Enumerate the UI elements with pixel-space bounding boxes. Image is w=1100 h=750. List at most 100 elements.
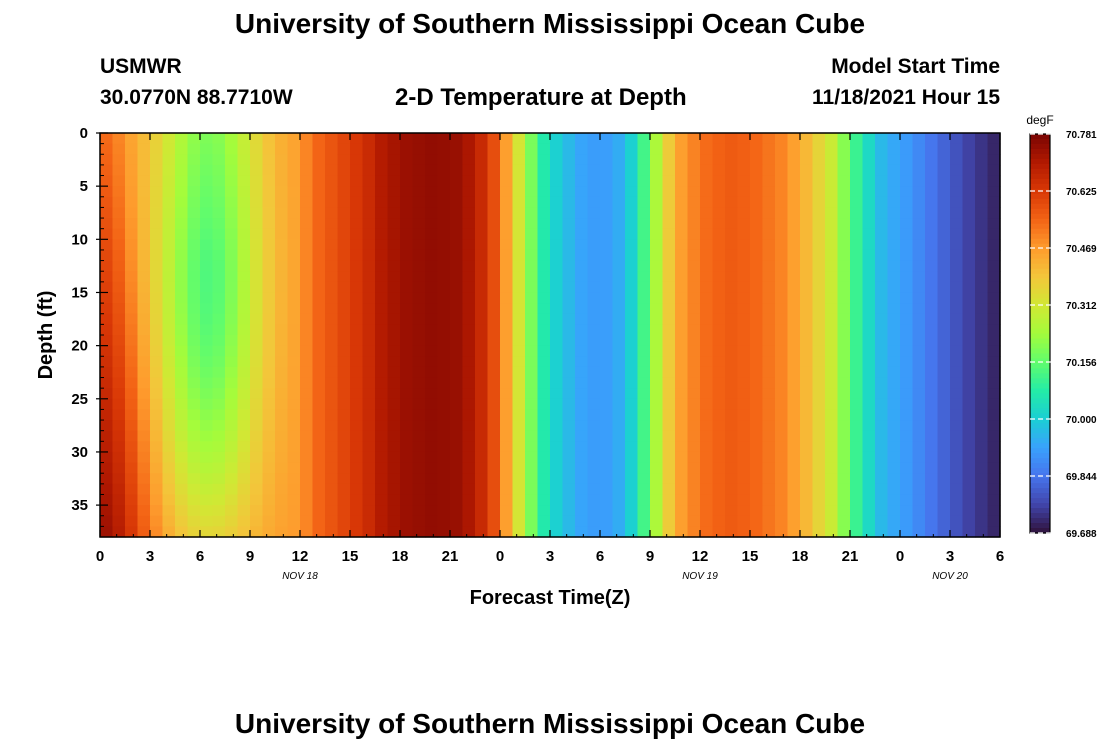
heatmap-cell	[587, 473, 601, 485]
heatmap-cell	[562, 186, 576, 198]
heatmap-cell	[537, 281, 551, 294]
heatmap-cell	[750, 260, 764, 272]
heatmap-cell	[187, 175, 201, 187]
heatmap-cell	[562, 175, 576, 187]
heatmap-cell	[700, 377, 714, 389]
heatmap-cell	[937, 271, 951, 283]
heatmap-cell	[212, 154, 226, 166]
heatmap-cell	[987, 218, 1001, 230]
heatmap-cell	[262, 196, 276, 209]
colorbar-swatch	[1030, 433, 1050, 439]
heatmap-cell	[262, 430, 276, 442]
heatmap-cell	[450, 377, 464, 389]
heatmap-cell	[812, 133, 826, 145]
heatmap-cell	[862, 292, 876, 304]
colorbar-swatch	[1030, 273, 1050, 280]
colorbar-tick-label: 70.781	[1066, 130, 1097, 141]
heatmap-cell	[500, 175, 514, 187]
heatmap-cell	[300, 133, 314, 145]
heatmap-cell	[587, 494, 601, 506]
heatmap-cell	[225, 345, 239, 357]
heatmap-cell	[200, 260, 214, 272]
heatmap-cell	[237, 451, 251, 464]
heatmap-cell	[487, 249, 501, 262]
heatmap-cell	[837, 281, 851, 294]
heatmap-cell	[375, 356, 389, 368]
heatmap-cell	[700, 515, 714, 527]
heatmap-cell	[262, 366, 276, 379]
heatmap-cell	[875, 133, 889, 145]
heatmap-cell	[687, 345, 701, 357]
heatmap-cell	[762, 271, 776, 283]
y-tick-label: 30	[71, 444, 88, 461]
heatmap-cell	[775, 218, 789, 230]
heatmap-cell	[375, 175, 389, 187]
heatmap-cell	[162, 228, 176, 240]
heatmap-cell	[737, 345, 751, 357]
heatmap-cell	[275, 345, 289, 357]
heatmap-cell	[512, 515, 526, 527]
colorbar-swatch	[1030, 378, 1050, 384]
heatmap-cell	[300, 249, 314, 262]
heatmap-cell	[937, 515, 951, 527]
heatmap-cell	[850, 473, 864, 485]
heatmap-cell	[837, 473, 851, 485]
heatmap-cell	[912, 377, 926, 389]
heatmap-cell	[250, 292, 264, 304]
heatmap-cell	[575, 196, 589, 209]
heatmap-cell	[862, 133, 876, 145]
heatmap-cell	[987, 292, 1001, 304]
heatmap-cell	[550, 133, 564, 145]
heatmap-cell	[500, 409, 514, 421]
heatmap-cell	[112, 451, 126, 464]
heatmap-cell	[575, 143, 589, 155]
heatmap-cell	[912, 356, 926, 368]
heatmap-cell	[775, 154, 789, 166]
heatmap-cell	[450, 239, 464, 251]
heatmap-cell	[812, 494, 826, 506]
heatmap-cell	[475, 324, 489, 336]
heatmap-cell	[237, 526, 251, 538]
heatmap-cell	[125, 515, 139, 527]
heatmap-cell	[500, 451, 514, 464]
heatmap-cell	[800, 473, 814, 485]
heatmap-cell	[725, 196, 739, 209]
heatmap-cell	[675, 515, 689, 527]
heatmap-cell	[875, 451, 889, 464]
heatmap-cell	[400, 473, 414, 485]
colorbar-swatch	[1030, 483, 1050, 489]
heatmap-cell	[850, 420, 864, 432]
heatmap-cell	[362, 505, 376, 517]
colorbar-swatch	[1030, 248, 1050, 255]
heatmap-cell	[562, 228, 576, 240]
heatmap-cell	[337, 292, 351, 304]
heatmap-cell	[362, 451, 376, 464]
heatmap-cell	[662, 398, 676, 411]
heatmap-cell	[850, 356, 864, 368]
heatmap-cell	[525, 366, 539, 379]
heatmap-cell	[412, 324, 426, 336]
colorbar-swatch	[1030, 298, 1050, 305]
heatmap-cell	[562, 335, 576, 347]
heatmap-cell	[250, 398, 264, 411]
heatmap-cell	[500, 249, 514, 262]
heatmap-cell	[512, 483, 526, 496]
heatmap-cell	[387, 441, 401, 453]
heatmap-cell	[287, 430, 301, 442]
heatmap-cell	[587, 388, 601, 400]
heatmap-cell	[575, 249, 589, 262]
heatmap-cell	[212, 366, 226, 379]
heatmap-cell	[412, 133, 426, 145]
heatmap-cell	[400, 441, 414, 453]
heatmap-cell	[900, 483, 914, 496]
heatmap-cell	[725, 313, 739, 325]
heatmap-cell	[350, 526, 364, 538]
colorbar-swatch	[1030, 288, 1050, 295]
heatmap-cell	[750, 526, 764, 538]
heatmap-cell	[675, 218, 689, 230]
heatmap-cell	[837, 207, 851, 219]
heatmap-cell	[925, 249, 939, 262]
heatmap-cell	[862, 409, 876, 421]
heatmap-cell	[925, 526, 939, 538]
heatmap-cell	[375, 313, 389, 325]
